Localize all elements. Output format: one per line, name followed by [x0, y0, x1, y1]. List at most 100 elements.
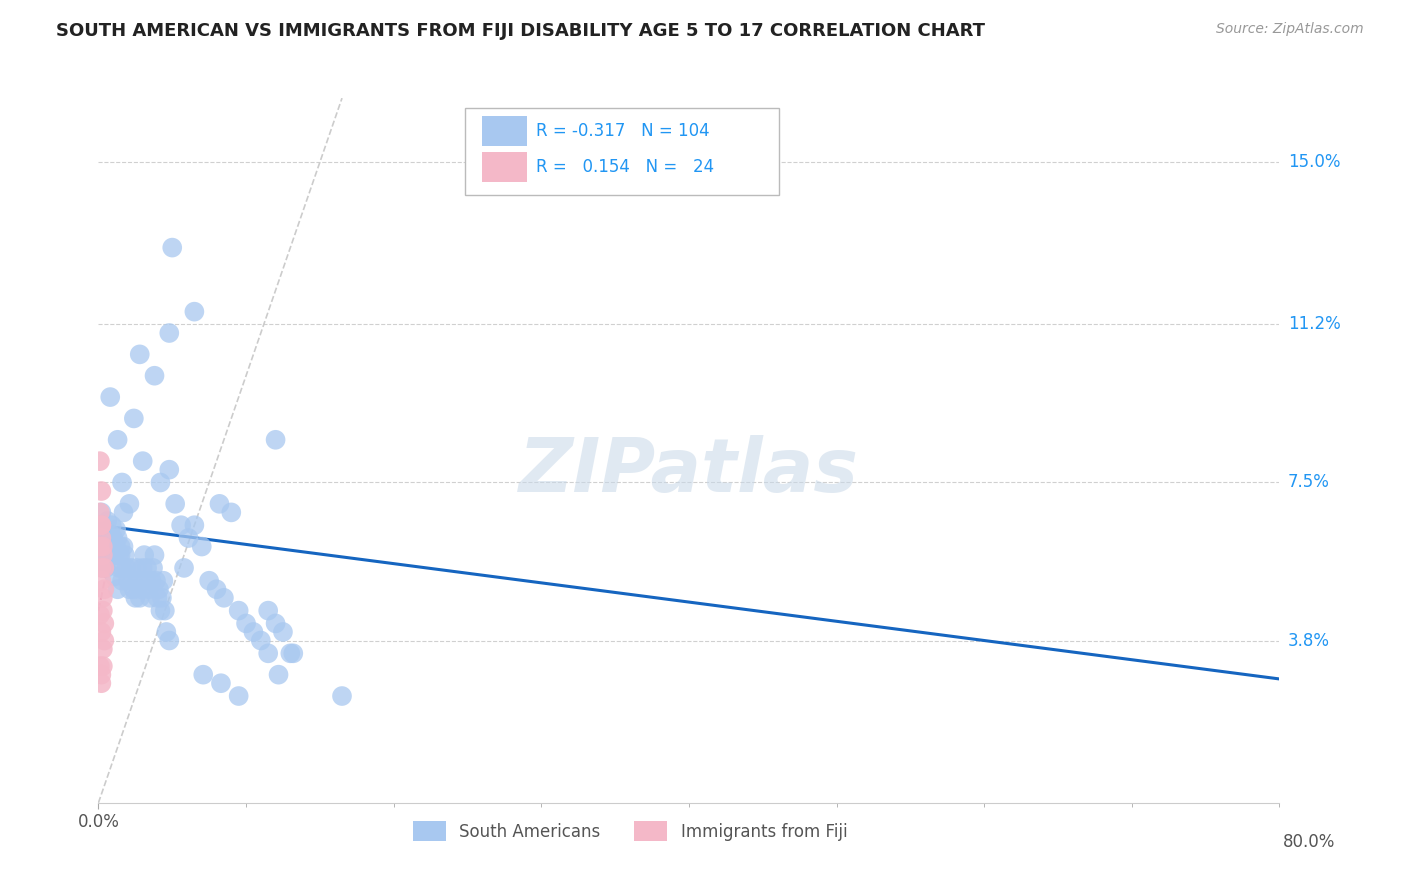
Legend: South Americans, Immigrants from Fiji: South Americans, Immigrants from Fiji [406, 814, 853, 847]
Point [103, 548, 125, 562]
Point [90, 624, 112, 639]
Point [90, 561, 112, 575]
Point [100, 518, 122, 533]
Point [257, 646, 280, 660]
Point [124, 591, 146, 605]
Point [235, 616, 257, 631]
Point [139, 591, 162, 605]
Point [330, 689, 353, 703]
Point [136, 561, 159, 575]
Point [145, 574, 167, 588]
Point [91, 540, 114, 554]
Point [191, 540, 214, 554]
Point [134, 548, 156, 562]
Point [114, 548, 136, 562]
Point [129, 582, 152, 597]
Point [157, 326, 180, 340]
Point [143, 548, 166, 562]
Point [91, 642, 114, 657]
Point [212, 591, 235, 605]
Point [91, 591, 114, 605]
Point [228, 689, 250, 703]
Point [267, 667, 290, 681]
Point [157, 463, 180, 477]
Point [105, 540, 128, 554]
Point [283, 646, 305, 660]
Point [135, 574, 157, 588]
Point [264, 616, 287, 631]
Point [118, 497, 141, 511]
Point [107, 531, 129, 545]
Point [250, 633, 273, 648]
Point [228, 604, 250, 618]
Point [91, 526, 114, 541]
Point [141, 574, 163, 588]
Point [121, 574, 143, 588]
Point [132, 561, 155, 575]
Point [94, 540, 117, 554]
Point [93, 561, 115, 575]
Point [103, 540, 125, 554]
Text: 80.0%: 80.0% [1282, 833, 1336, 851]
Point [128, 347, 150, 361]
Point [122, 582, 145, 597]
Point [93, 548, 115, 562]
Point [103, 531, 125, 545]
Point [209, 676, 232, 690]
Text: R = -0.317   N = 104: R = -0.317 N = 104 [536, 122, 709, 140]
Point [221, 505, 243, 519]
Point [104, 569, 127, 583]
Point [264, 433, 287, 447]
Point [108, 548, 131, 562]
Text: SOUTH AMERICAN VS IMMIGRANTS FROM FIJI DISABILITY AGE 5 TO 17 CORRELATION CHART: SOUTH AMERICAN VS IMMIGRANTS FROM FIJI D… [56, 22, 986, 40]
Point [89, 659, 111, 673]
Text: 3.8%: 3.8% [1288, 632, 1330, 649]
Point [110, 548, 132, 562]
Point [125, 561, 148, 575]
Point [90, 574, 112, 588]
Point [146, 591, 169, 605]
Text: 15.0%: 15.0% [1288, 153, 1340, 171]
Point [110, 540, 132, 554]
Point [111, 475, 134, 490]
Point [198, 574, 221, 588]
Text: ZIPatlas: ZIPatlas [519, 435, 859, 508]
Point [90, 531, 112, 545]
Point [89, 454, 111, 468]
Text: Source: ZipAtlas.com: Source: ZipAtlas.com [1216, 22, 1364, 37]
Point [115, 561, 138, 575]
Point [142, 561, 165, 575]
Point [91, 659, 114, 673]
Point [90, 667, 112, 681]
Point [149, 604, 172, 618]
Point [157, 633, 180, 648]
Point [93, 540, 115, 554]
Point [91, 548, 114, 562]
Point [122, 411, 145, 425]
Point [173, 561, 195, 575]
Point [152, 574, 174, 588]
Point [128, 591, 150, 605]
Point [280, 646, 302, 660]
Point [165, 497, 187, 511]
Point [112, 505, 135, 519]
Point [148, 582, 170, 597]
Point [93, 582, 115, 597]
Point [112, 540, 135, 554]
Point [89, 607, 111, 622]
Text: 11.2%: 11.2% [1288, 316, 1340, 334]
Point [93, 616, 115, 631]
Point [120, 561, 142, 575]
Point [98, 526, 121, 541]
Point [98, 390, 121, 404]
Point [93, 523, 115, 537]
Point [208, 497, 231, 511]
Point [90, 676, 112, 690]
Point [149, 475, 172, 490]
Point [90, 483, 112, 498]
Point [89, 540, 111, 554]
Point [90, 531, 112, 545]
Text: R =   0.154   N =   24: R = 0.154 N = 24 [536, 158, 714, 176]
Point [108, 561, 131, 575]
Point [183, 518, 205, 533]
